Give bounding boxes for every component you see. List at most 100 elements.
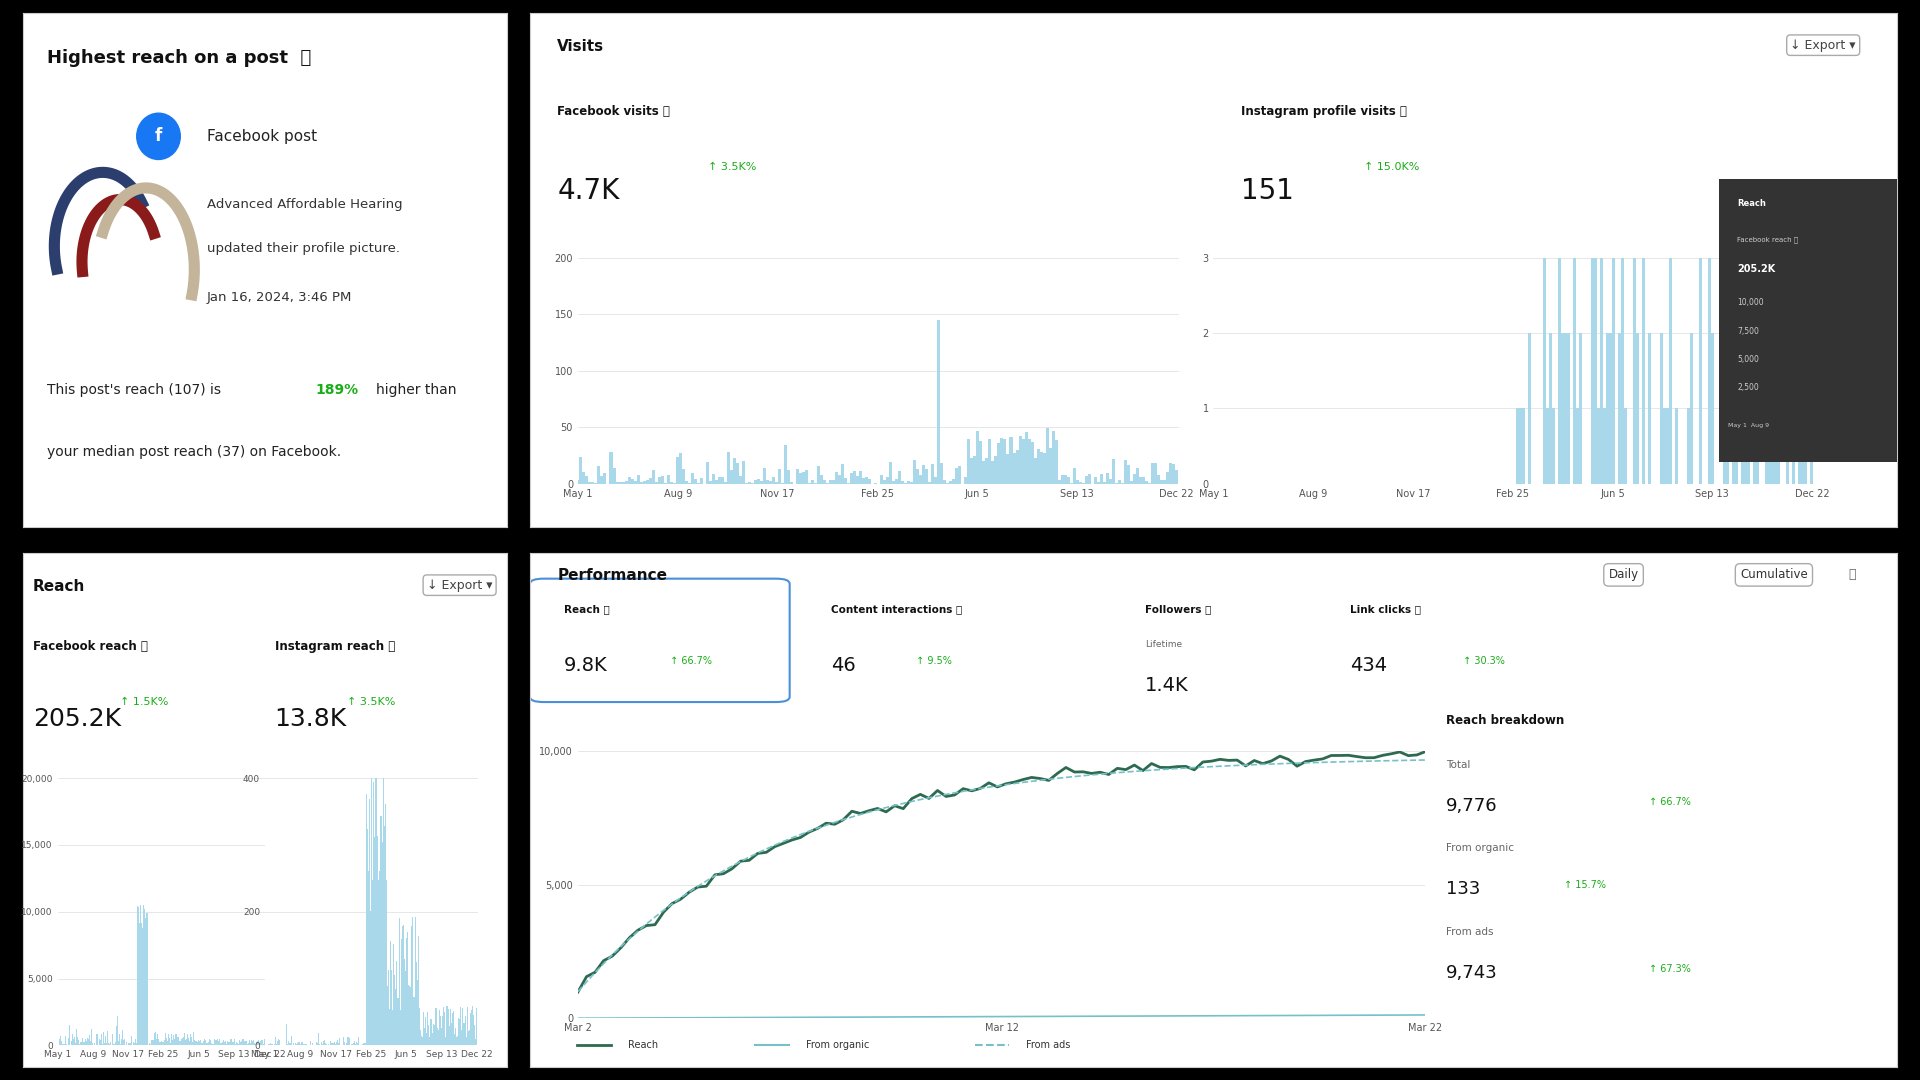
Text: Reach: Reach bbox=[33, 579, 84, 594]
Bar bbox=[1515, 408, 1519, 484]
Text: your median post reach (37) on Facebook.: your median post reach (37) on Facebook. bbox=[48, 445, 342, 459]
Bar bbox=[1578, 333, 1582, 484]
Bar bbox=[1551, 408, 1555, 484]
Bar bbox=[693, 478, 697, 484]
Bar bbox=[1079, 482, 1081, 484]
Bar bbox=[1620, 258, 1624, 484]
Bar bbox=[1757, 333, 1759, 484]
Bar bbox=[883, 481, 887, 484]
Bar bbox=[735, 463, 739, 484]
Bar bbox=[1736, 258, 1738, 484]
Bar bbox=[887, 477, 889, 484]
Bar bbox=[741, 461, 745, 484]
Bar bbox=[1764, 408, 1768, 484]
Bar bbox=[1778, 258, 1780, 484]
Bar bbox=[630, 478, 634, 484]
Bar bbox=[760, 481, 762, 484]
Bar bbox=[979, 441, 983, 484]
Bar bbox=[699, 477, 703, 484]
Bar bbox=[1768, 333, 1772, 484]
Bar bbox=[799, 473, 803, 484]
Bar bbox=[989, 438, 991, 484]
Bar bbox=[724, 482, 728, 484]
Bar bbox=[643, 481, 645, 484]
Text: Highest reach on a post  ⓘ: Highest reach on a post ⓘ bbox=[48, 49, 311, 67]
Bar bbox=[935, 477, 937, 484]
Bar bbox=[1068, 477, 1069, 484]
Bar bbox=[612, 468, 616, 484]
Bar bbox=[1634, 258, 1636, 484]
Bar bbox=[1175, 470, 1177, 484]
Bar bbox=[1732, 333, 1736, 484]
Bar bbox=[1546, 408, 1549, 484]
Bar bbox=[1027, 438, 1031, 484]
Bar bbox=[1127, 464, 1129, 484]
Bar bbox=[841, 464, 845, 484]
Bar bbox=[1142, 477, 1144, 484]
Text: Lifetime: Lifetime bbox=[1144, 640, 1183, 649]
Bar bbox=[852, 471, 856, 484]
Bar bbox=[889, 462, 893, 484]
Bar bbox=[1699, 258, 1703, 484]
Bar bbox=[1096, 482, 1100, 484]
Bar bbox=[1108, 480, 1112, 484]
Bar bbox=[1158, 475, 1160, 484]
Bar bbox=[1129, 482, 1133, 484]
Text: Advanced Affordable Hearing: Advanced Affordable Hearing bbox=[207, 198, 403, 211]
Bar bbox=[1572, 258, 1576, 484]
Bar bbox=[1636, 333, 1640, 484]
Bar bbox=[660, 475, 664, 484]
Bar bbox=[1519, 408, 1523, 484]
Text: From organic: From organic bbox=[1446, 843, 1513, 853]
Bar bbox=[1150, 463, 1154, 484]
Bar bbox=[943, 481, 947, 484]
Bar bbox=[1106, 473, 1108, 484]
Bar bbox=[908, 481, 910, 484]
Text: 205.2K: 205.2K bbox=[1738, 265, 1776, 274]
Bar bbox=[582, 472, 586, 484]
Bar bbox=[649, 478, 651, 484]
Bar bbox=[1144, 482, 1148, 484]
Bar bbox=[1100, 474, 1102, 484]
Bar bbox=[1667, 408, 1668, 484]
Bar bbox=[879, 475, 883, 484]
Bar bbox=[1037, 449, 1039, 484]
Bar bbox=[682, 469, 685, 484]
Bar bbox=[970, 458, 973, 484]
Bar bbox=[1592, 258, 1594, 484]
Bar bbox=[1043, 453, 1046, 484]
Bar bbox=[1133, 474, 1137, 484]
Bar bbox=[639, 483, 643, 484]
Bar bbox=[666, 475, 670, 484]
Bar bbox=[768, 481, 772, 484]
Bar bbox=[956, 469, 958, 484]
Bar bbox=[1117, 481, 1121, 484]
Text: 9.8K: 9.8K bbox=[564, 656, 609, 675]
Bar bbox=[1597, 408, 1599, 484]
Bar bbox=[804, 471, 808, 484]
Bar bbox=[1774, 258, 1778, 484]
Bar bbox=[691, 473, 693, 484]
Bar bbox=[895, 480, 899, 484]
Text: Facebook reach ⓘ: Facebook reach ⓘ bbox=[1738, 237, 1799, 243]
Bar bbox=[797, 469, 799, 484]
Bar bbox=[1054, 440, 1058, 484]
Bar bbox=[927, 482, 931, 484]
Bar bbox=[787, 471, 789, 484]
Bar bbox=[1171, 464, 1175, 484]
Bar bbox=[916, 469, 920, 484]
Text: 10,000: 10,000 bbox=[1738, 298, 1764, 307]
Bar bbox=[685, 481, 687, 484]
Text: ↑ 67.3%: ↑ 67.3% bbox=[1649, 963, 1692, 974]
Bar bbox=[995, 456, 998, 484]
Bar bbox=[868, 478, 872, 484]
Bar bbox=[1052, 431, 1054, 484]
Bar bbox=[622, 482, 624, 484]
Bar bbox=[1102, 482, 1106, 484]
Text: ↑ 66.7%: ↑ 66.7% bbox=[1649, 797, 1692, 807]
Text: Daily: Daily bbox=[1609, 568, 1638, 581]
Bar bbox=[609, 453, 612, 484]
Text: Visits: Visits bbox=[557, 39, 605, 54]
Text: Cumulative: Cumulative bbox=[1740, 568, 1809, 581]
Text: Facebook visits ⓘ: Facebook visits ⓘ bbox=[557, 106, 670, 119]
